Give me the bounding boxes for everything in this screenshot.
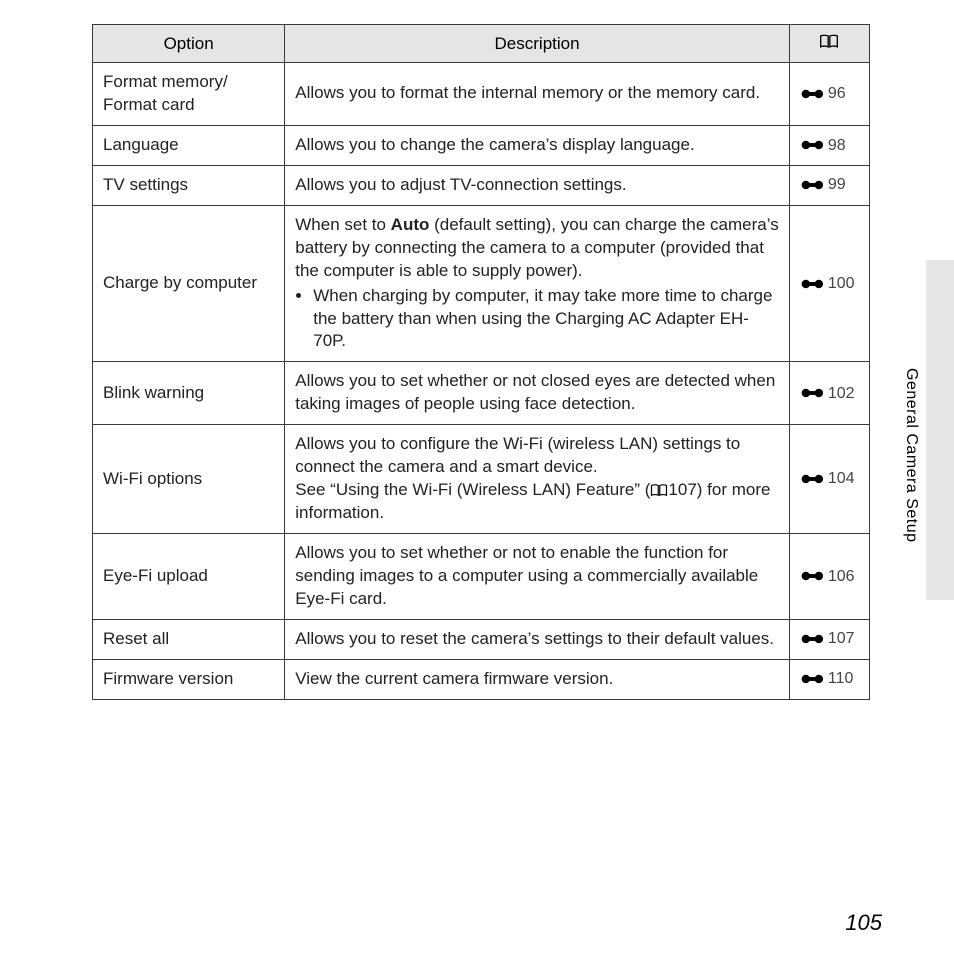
- table-row: LanguageAllows you to change the camera’…: [93, 125, 870, 165]
- book-icon: [819, 34, 839, 53]
- reference-cell: 104: [789, 425, 869, 534]
- col-header-option: Option: [93, 25, 285, 63]
- reference-number: 106: [828, 566, 855, 588]
- reference-icon: [800, 569, 826, 583]
- options-table: Option Description Format memory/Format …: [92, 24, 870, 700]
- reference-cell: 102: [789, 362, 869, 425]
- reference-number: 104: [828, 468, 855, 490]
- table-row: TV settingsAllows you to adjust TV-conne…: [93, 165, 870, 205]
- table-row: Format memory/Format cardAllows you to f…: [93, 63, 870, 126]
- table-row: Blink warningAllows you to set whether o…: [93, 362, 870, 425]
- reference-icon: [800, 277, 826, 291]
- col-header-reference: [789, 25, 869, 63]
- reference-number: 100: [828, 273, 855, 295]
- reference-number: 102: [828, 383, 855, 405]
- reference-icon: [800, 138, 826, 152]
- option-cell: Eye-Fi upload: [93, 534, 285, 620]
- reference-cell: 106: [789, 534, 869, 620]
- table-row: Wi-Fi optionsAllows you to configure the…: [93, 425, 870, 534]
- reference-cell: 98: [789, 125, 869, 165]
- description-cell: Allows you to adjust TV-connection setti…: [285, 165, 790, 205]
- book-icon: [650, 480, 668, 499]
- reference-number: 110: [828, 668, 854, 690]
- reference-icon: [800, 672, 826, 686]
- manual-page: General Camera Setup 105 Option Descript…: [0, 0, 954, 954]
- option-cell: Language: [93, 125, 285, 165]
- option-cell: Firmware version: [93, 659, 285, 699]
- reference-icon: [800, 386, 826, 400]
- side-tab: [926, 260, 954, 600]
- option-cell: Reset all: [93, 619, 285, 659]
- reference-cell: 107: [789, 619, 869, 659]
- option-cell: Wi-Fi options: [93, 425, 285, 534]
- description-cell: Allows you to set whether or not closed …: [285, 362, 790, 425]
- description-cell: Allows you to set whether or not to enab…: [285, 534, 790, 620]
- description-cell: Allows you to format the internal memory…: [285, 63, 790, 126]
- section-label: General Camera Setup: [902, 368, 920, 543]
- description-cell: Allows you to change the camera’s displa…: [285, 125, 790, 165]
- reference-number: 99: [828, 174, 846, 196]
- option-cell: Blink warning: [93, 362, 285, 425]
- table-row: Charge by computerWhen set to Auto (defa…: [93, 205, 870, 362]
- table-header-row: Option Description: [93, 25, 870, 63]
- reference-number: 96: [828, 83, 846, 105]
- table-body: Format memory/Format cardAllows you to f…: [93, 63, 870, 700]
- reference-icon: [800, 632, 826, 646]
- reference-cell: 110: [789, 659, 869, 699]
- reference-cell: 100: [789, 205, 869, 362]
- reference-icon: [800, 472, 826, 486]
- table-row: Firmware versionView the current camera …: [93, 659, 870, 699]
- reference-cell: 99: [789, 165, 869, 205]
- reference-icon: [800, 87, 826, 101]
- description-cell: View the current camera firmware version…: [285, 659, 790, 699]
- option-cell: TV settings: [93, 165, 285, 205]
- description-cell: When set to Auto (default setting), you …: [285, 205, 790, 362]
- col-header-description: Description: [285, 25, 790, 63]
- option-cell: Format memory/Format card: [93, 63, 285, 126]
- page-number: 105: [845, 910, 882, 936]
- bullet-item: When charging by computer, it may take m…: [313, 285, 779, 354]
- reference-number: 98: [828, 135, 846, 157]
- reference-icon: [800, 178, 826, 192]
- reference-number: 107: [828, 628, 855, 650]
- description-cell: Allows you to configure the Wi-Fi (wirel…: [285, 425, 790, 534]
- reference-cell: 96: [789, 63, 869, 126]
- description-cell: Allows you to reset the camera’s setting…: [285, 619, 790, 659]
- table-row: Reset allAllows you to reset the camera’…: [93, 619, 870, 659]
- table-row: Eye-Fi uploadAllows you to set whether o…: [93, 534, 870, 620]
- option-cell: Charge by computer: [93, 205, 285, 362]
